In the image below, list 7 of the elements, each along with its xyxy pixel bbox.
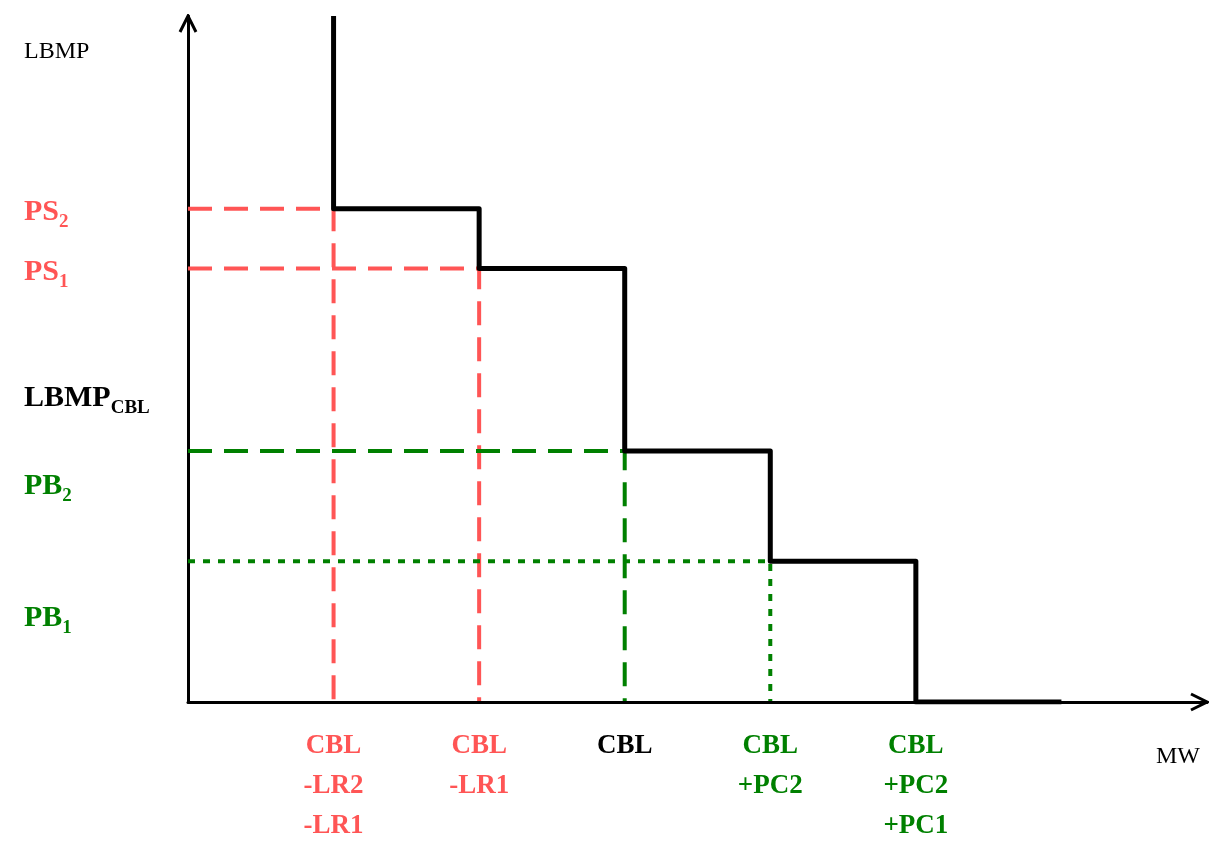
x-tick-label: CBL -LR2 -LR1: [303, 729, 364, 839]
x-tick-label: CBL +PC2: [737, 729, 803, 799]
x-tick-label: CBL +PC2 +PC1: [883, 729, 949, 839]
x-tick-label: CBL -LR1: [449, 729, 510, 799]
x-axis-title: MW: [1156, 742, 1201, 768]
y-axis-title: LBMP: [24, 37, 90, 63]
x-tick-label: CBL: [596, 729, 653, 759]
